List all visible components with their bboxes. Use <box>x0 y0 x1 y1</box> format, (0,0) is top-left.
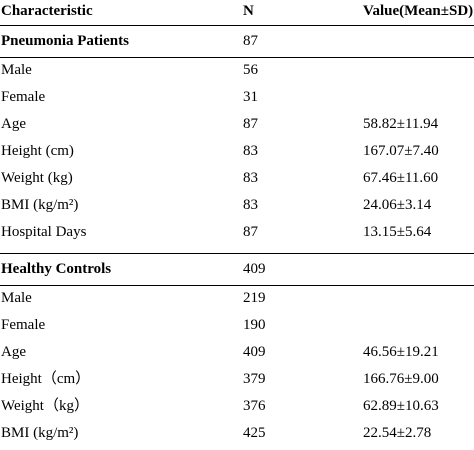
section-n: 409 <box>243 261 266 277</box>
row-n: 376 <box>243 398 266 414</box>
row-label: Male <box>1 290 32 306</box>
section-rule <box>0 57 474 59</box>
row-label: Height（cm） <box>1 371 91 387</box>
row-label: Hospital Days <box>1 224 87 240</box>
row-value: 62.89±10.63 <box>363 398 439 414</box>
section-rule <box>0 285 474 287</box>
table-row: Female 190 <box>0 312 474 339</box>
table-row: Weight (kg) 83 67.46±11.60 <box>0 165 474 192</box>
row-n: 31 <box>243 89 258 105</box>
section-title-row: Healthy Controls 409 <box>0 256 474 283</box>
table-row: Age 87 58.82±11.94 <box>0 111 474 138</box>
table-row: Weight（kg） 376 62.89±10.63 <box>0 393 474 420</box>
table-row: Male 56 <box>0 57 474 84</box>
table-header-row: Characteristic N Value(Mean±SD) <box>0 0 474 25</box>
row-label: Weight（kg） <box>1 398 89 414</box>
table-row: BMI (kg/m²) 83 24.06±3.14 <box>0 192 474 219</box>
row-n: 219 <box>243 290 266 306</box>
row-label: BMI (kg/m²) <box>1 425 79 441</box>
row-value: 166.76±9.00 <box>363 371 439 387</box>
row-n: 425 <box>243 425 266 441</box>
row-value: 13.15±5.64 <box>363 224 432 240</box>
section-title: Pneumonia Patients <box>1 33 129 49</box>
row-value: 24.06±3.14 <box>363 197 432 213</box>
row-label: Female <box>1 317 46 333</box>
row-n: 83 <box>243 197 258 213</box>
row-value: 67.46±11.60 <box>363 170 439 186</box>
row-value: 167.07±7.40 <box>363 143 439 159</box>
table-row: Female 31 <box>0 84 474 111</box>
row-n: 190 <box>243 317 266 333</box>
table-row: BMI (kg/m²) 425 22.54±2.78 <box>0 420 474 447</box>
row-n: 87 <box>243 224 258 240</box>
row-value: 58.82±11.94 <box>363 116 439 132</box>
row-n: 83 <box>243 170 258 186</box>
table-row: Age 409 46.56±19.21 <box>0 339 474 366</box>
header-characteristic: Characteristic <box>1 3 93 19</box>
table-row: Height (cm) 83 167.07±7.40 <box>0 138 474 165</box>
header-n: N <box>243 3 254 19</box>
section-title: Healthy Controls <box>1 261 112 277</box>
row-n: 409 <box>243 344 266 360</box>
row-n: 83 <box>243 143 258 159</box>
row-label: Weight (kg) <box>1 170 73 186</box>
row-label: Female <box>1 89 46 105</box>
row-n: 56 <box>243 62 258 78</box>
section-title-row: Pneumonia Patients 87 <box>0 28 474 55</box>
row-label: Male <box>1 62 32 78</box>
table-row: Male 219 <box>0 285 474 312</box>
row-n: 87 <box>243 116 258 132</box>
section-divider <box>0 253 474 255</box>
header-rule <box>0 25 474 27</box>
row-label: Age <box>1 344 26 360</box>
table-row: Height（cm） 379 166.76±9.00 <box>0 366 474 393</box>
header-value: Value(Mean±SD) <box>363 3 474 19</box>
row-label: Age <box>1 116 26 132</box>
section-n: 87 <box>243 33 258 49</box>
row-label: BMI (kg/m²) <box>1 197 79 213</box>
row-value: 22.54±2.78 <box>363 425 432 441</box>
row-label: Height (cm) <box>1 143 74 159</box>
row-value: 46.56±19.21 <box>363 344 439 360</box>
table-row: Hospital Days 87 13.15±5.64 <box>0 219 474 246</box>
row-n: 379 <box>243 371 266 387</box>
